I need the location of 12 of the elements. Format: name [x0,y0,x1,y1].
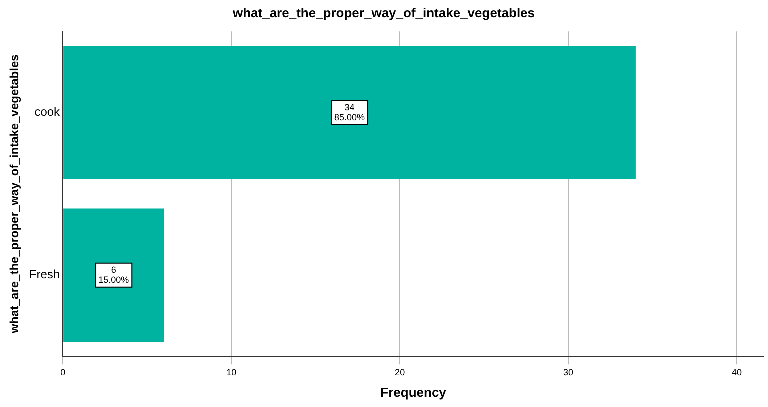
x-tick-label: 20 [395,367,406,378]
x-tick-label: 30 [564,367,574,378]
x-tick-label: 40 [732,367,742,378]
data-label: 34 85.00% [334,102,366,122]
y-axis-title: what_are_the_proper_way_of_intake_vegetables [8,54,22,334]
chart-title: what_are_the_proper_way_of_intake_vegetables [232,5,536,20]
x-tick-label: 0 [60,367,66,378]
y-tick-label: cook [34,105,62,120]
x-tick-label: 10 [226,367,237,378]
x-axis-title: Frequency [380,384,448,400]
y-tick-label: Fresh [29,268,60,282]
data-label: 6 15.00% [98,264,130,285]
